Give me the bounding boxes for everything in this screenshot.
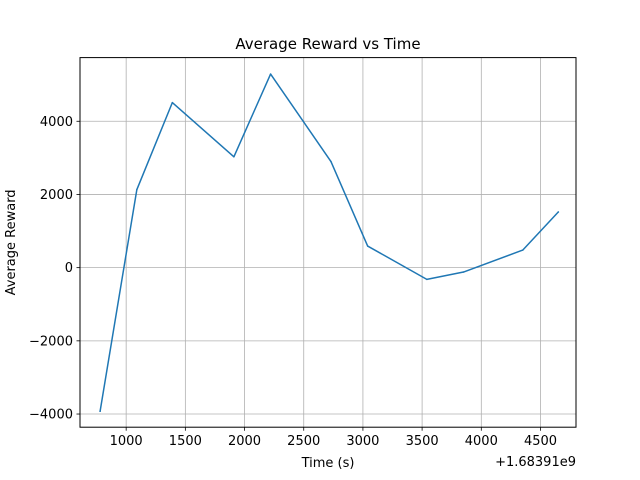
data-point [233, 156, 235, 158]
data-point [521, 249, 524, 251]
x-tick-label: 4000 [465, 434, 498, 449]
grid [80, 57, 576, 428]
chart-title: Average Reward vs Time [235, 35, 420, 53]
data-point [462, 271, 465, 273]
x-axis: 1000 1500 2000 2500 3000 3500 4000 4500 [110, 427, 557, 449]
x-offset-label: +1.68391e9 [495, 455, 576, 470]
data-point [330, 160, 332, 163]
plot-frame [79, 57, 577, 428]
x-tick-label: 1500 [169, 434, 202, 449]
y-tick-label: −2000 [29, 334, 73, 349]
y-axis: −4000 −2000 0 2000 4000 [29, 115, 80, 423]
y-tick-label: 0 [65, 261, 73, 276]
x-axis-label: Time (s) [301, 456, 355, 471]
data-point [366, 245, 369, 247]
series-layer [99, 73, 560, 412]
x-tick-label: 3500 [406, 434, 439, 449]
y-axis-label: Average Reward [4, 189, 19, 295]
data-point [99, 410, 101, 412]
data-point [557, 211, 559, 213]
x-tick-label: 3000 [346, 434, 379, 449]
x-tick-label: 1000 [110, 434, 143, 449]
x-tick-label: 2000 [228, 434, 261, 449]
y-tick-label: 2000 [40, 188, 73, 203]
y-tick-label: −4000 [29, 408, 73, 423]
data-point [426, 278, 428, 281]
x-tick-label: 4500 [524, 434, 557, 449]
data-point [136, 188, 138, 191]
x-tick-label: 2500 [287, 434, 320, 449]
series-line [99, 73, 560, 412]
y-tick-label: 4000 [40, 115, 73, 130]
data-point [171, 101, 174, 104]
data-point [269, 73, 272, 75]
